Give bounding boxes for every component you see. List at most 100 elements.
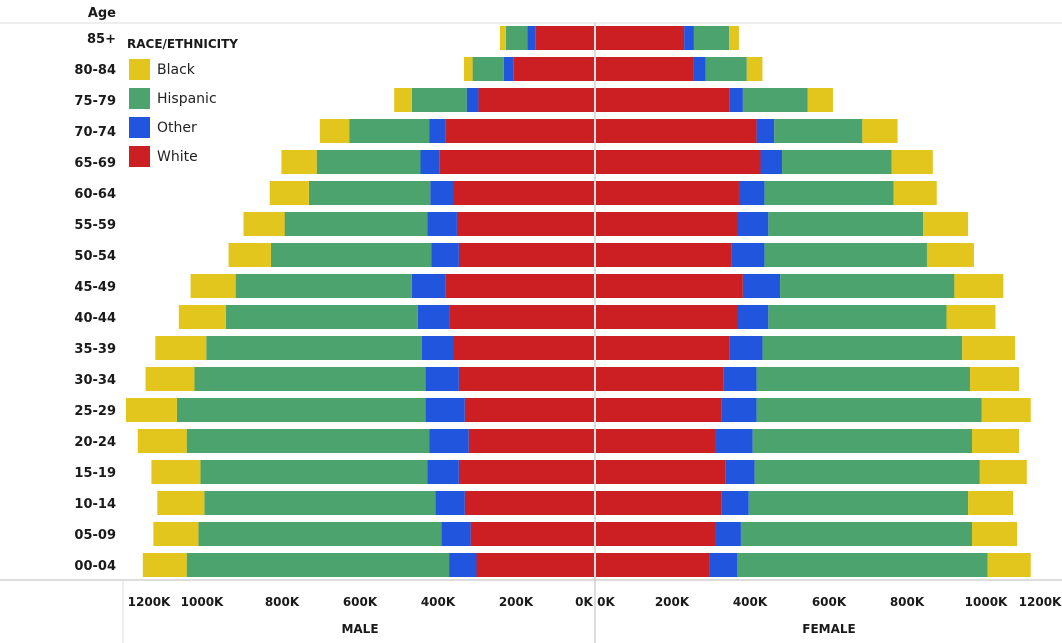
bar-male-black-35-39 [155,336,207,360]
bar-female-other-10-14 [721,491,749,515]
bar-male-other-30-34 [425,367,459,391]
bar-female-white-35-39 [596,336,730,360]
bar-female-black-15-19 [979,460,1027,484]
bar-male-white-25-29 [464,398,594,422]
bar-male-other-55-59 [427,212,457,236]
bar-male-black-80-84 [463,57,473,81]
bar-female-other-20-24 [715,429,753,453]
bar-male-other-60-64 [430,181,453,205]
age-label-55-59: 55-59 [74,218,116,233]
legend-label-black: Black [157,62,196,78]
bar-female-black-85 [729,26,739,50]
bar-male-hispanic-20-24 [186,429,430,453]
bar-female-white-85 [596,26,685,50]
age-label-65-69: 65-69 [74,156,116,171]
age-label-15-19: 15-19 [74,466,116,481]
bar-male-hispanic-40-44 [225,305,418,329]
bar-female-black-50-54 [926,243,974,267]
bar-male-white-85 [535,26,594,50]
bar-male-black-20-24 [137,429,187,453]
tick-female-0k: 0K [597,595,615,609]
bar-female-other-85 [684,26,694,50]
bar-female-black-75-79 [807,88,833,112]
age-label-70-74: 70-74 [74,125,116,140]
legend-label-white: White [157,149,198,165]
bar-male-hispanic-00-04 [186,553,450,577]
tick-female-200k: 200K [655,595,690,609]
bar-female-other-70-74 [756,119,775,143]
bar-female-black-80-84 [746,57,763,81]
bar-female-other-15-19 [725,460,755,484]
bar-female-hispanic-55-59 [768,212,924,236]
bar-male-black-10-14 [157,491,205,515]
bar-female-hispanic-25-29 [756,398,982,422]
bar-female-hispanic-50-54 [764,243,927,267]
legend-swatch-white [129,146,150,167]
bar-male-other-05-09 [441,522,471,546]
bar-female-white-05-09 [596,522,716,546]
legend-title: RACE/ETHNICITY [127,37,238,51]
bar-male-hispanic-05-09 [198,522,442,546]
age-label-85: 85+ [87,32,116,47]
bar-female-other-35-39 [729,336,763,360]
bar-male-other-85 [527,26,536,50]
bar-male-black-55-59 [243,212,285,236]
bar-female-black-70-74 [862,119,898,143]
bar-male-white-35-39 [453,336,594,360]
bar-female-hispanic-10-14 [748,491,969,515]
bar-female-black-25-29 [981,398,1031,422]
bar-female-other-65-69 [760,150,783,174]
tick-female-400k: 400K [733,595,768,609]
bar-male-hispanic-75-79 [411,88,467,112]
bar-female-other-55-59 [737,212,769,236]
bar-female-black-00-04 [987,553,1031,577]
age-label-60-64: 60-64 [74,187,116,202]
bar-male-black-25-29 [125,398,177,422]
bar-male-black-50-54 [228,243,271,267]
bar-female-other-40-44 [737,305,769,329]
bar-male-black-65-69 [281,150,317,174]
tick-male-0k: 0K [575,595,593,609]
bar-female-hispanic-75-79 [742,88,808,112]
age-label-05-09: 05-09 [74,528,116,543]
age-label-20-24: 20-24 [74,435,116,450]
bar-female-black-10-14 [968,491,1014,515]
bar-male-hispanic-85 [505,26,528,50]
bar-male-white-55-59 [456,212,594,236]
bar-male-hispanic-35-39 [206,336,422,360]
bar-female-white-75-79 [596,88,730,112]
bar-male-hispanic-55-59 [284,212,428,236]
bar-female-white-20-24 [596,429,716,453]
tick-female-600k: 600K [812,595,847,609]
bar-female-other-00-04 [709,553,737,577]
bar-male-white-70-74 [445,119,594,143]
bar-female-hispanic-45-49 [780,274,955,298]
bar-female-black-45-49 [954,274,1004,298]
bar-male-other-25-29 [425,398,465,422]
bar-male-black-60-64 [269,181,309,205]
bar-male-hispanic-50-54 [270,243,432,267]
bar-female-white-45-49 [596,274,743,298]
bar-male-hispanic-60-64 [308,181,431,205]
bar-female-hispanic-35-39 [762,336,963,360]
bar-male-black-75-79 [394,88,412,112]
age-label-40-44: 40-44 [74,311,116,326]
legend-label-hispanic: Hispanic [157,91,217,107]
bar-male-white-05-09 [470,522,595,546]
age-label-75-79: 75-79 [74,94,116,109]
bar-male-white-15-19 [458,460,595,484]
bar-male-hispanic-70-74 [349,119,430,143]
bar-male-black-85 [500,26,506,50]
bar-male-other-35-39 [421,336,453,360]
tick-male-400k: 400K [421,595,456,609]
age-label-25-29: 25-29 [74,404,116,419]
bar-female-hispanic-70-74 [774,119,863,143]
bar-female-white-70-74 [596,119,757,143]
bar-female-other-50-54 [731,243,765,267]
bar-female-black-30-34 [970,367,1019,391]
bar-female-black-65-69 [891,150,933,174]
tick-male-1000k: 1000K [181,595,224,609]
age-label-00-04: 00-04 [74,559,116,574]
bar-female-black-35-39 [962,336,1016,360]
bar-male-other-65-69 [420,150,440,174]
